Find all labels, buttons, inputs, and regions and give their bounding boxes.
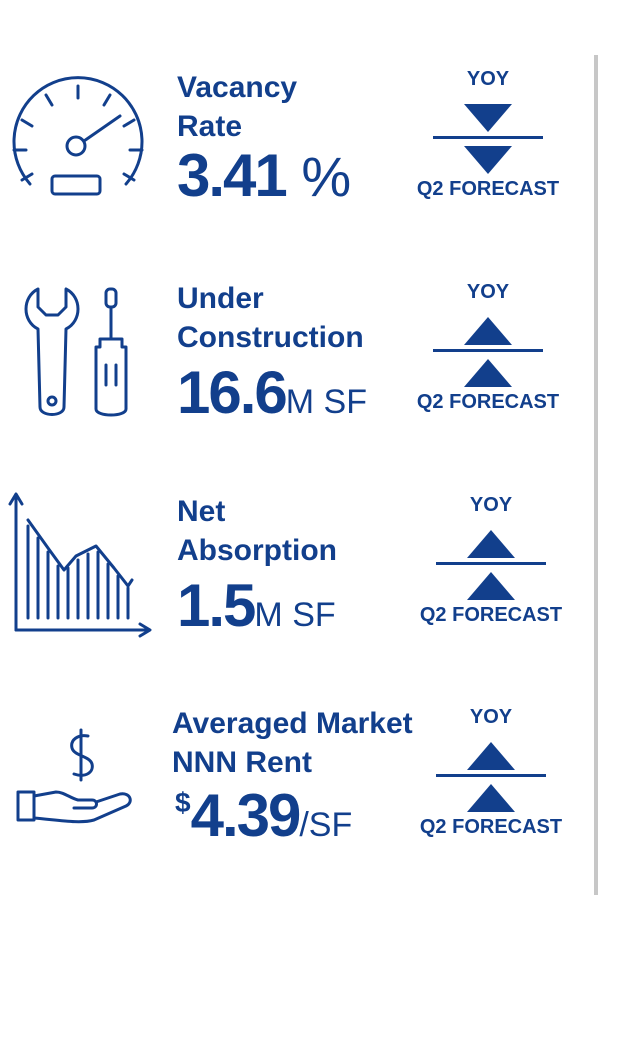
forecast-label: Q2 FORECAST xyxy=(419,604,563,626)
forecast-down-arrow-icon xyxy=(464,146,512,174)
stat-label: Averaged Market NNN Rent xyxy=(172,707,413,779)
vertical-divider xyxy=(594,55,598,895)
forecast-up-arrow-icon xyxy=(467,572,515,600)
yoy-up-arrow-icon xyxy=(467,530,515,558)
stat-value: 16.6M SF xyxy=(177,359,367,426)
yoy-down-arrow-icon xyxy=(464,104,512,132)
separator-line xyxy=(433,349,543,352)
forecast-label: Q2 FORECAST xyxy=(416,178,560,200)
yoy-up-arrow-icon xyxy=(464,317,512,345)
yoy-label: YOY xyxy=(469,494,513,516)
stat-label: Net Absorption xyxy=(177,495,337,567)
stat-value: 1.5M SF xyxy=(177,572,336,639)
stat-vacancy-rate: Vacancy Rate 3.41 % YOY Q2 FORECAST xyxy=(0,60,590,260)
forecast-up-arrow-icon xyxy=(464,359,512,387)
stat-label: Vacancy Rate xyxy=(177,71,298,143)
forecast-label: Q2 FORECAST xyxy=(419,816,563,838)
yoy-label: YOY xyxy=(466,68,510,90)
trend-indicator: YOY Q2 FORECAST xyxy=(408,281,568,421)
yoy-label: YOY xyxy=(466,281,510,303)
stat-value: $4.39/SF xyxy=(175,782,353,849)
speedometer-icon xyxy=(8,76,148,206)
separator-line xyxy=(433,136,543,139)
separator-line xyxy=(436,774,546,777)
stat-net-absorption: Net Absorption 1.5M SF YOY Q2 FORECAST xyxy=(0,486,590,686)
separator-line xyxy=(436,562,546,565)
tools-icon xyxy=(20,285,140,420)
trend-indicator: YOY Q2 FORECAST xyxy=(411,494,571,634)
stat-market-rent: Averaged Market NNN Rent $4.39/SF YOY Q2… xyxy=(0,698,590,898)
stat-under-construction: Under Construction 16.6M SF YOY Q2 FOREC… xyxy=(0,273,590,473)
forecast-label: Q2 FORECAST xyxy=(416,391,560,413)
stat-label: Under Construction xyxy=(177,282,364,354)
dollar-hand-icon xyxy=(14,728,144,828)
declining-chart-icon xyxy=(6,490,156,638)
forecast-up-arrow-icon xyxy=(467,784,515,812)
trend-indicator: YOY Q2 FORECAST xyxy=(408,68,568,208)
yoy-label: YOY xyxy=(469,706,513,728)
yoy-up-arrow-icon xyxy=(467,742,515,770)
trend-indicator: YOY Q2 FORECAST xyxy=(411,706,571,846)
stat-value: 3.41 % xyxy=(177,142,352,209)
